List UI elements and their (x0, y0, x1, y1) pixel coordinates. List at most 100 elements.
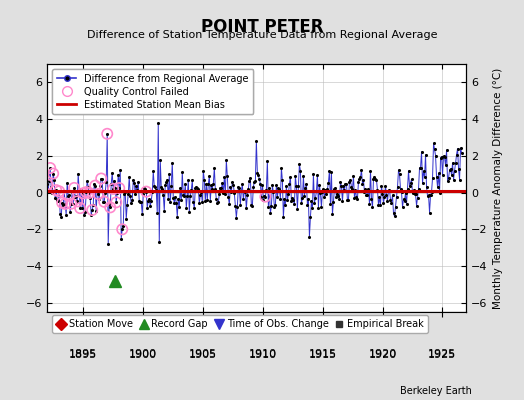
Point (369, 176, 378, 182)
Point (287, 198, 296, 204)
Point (124, 191, 133, 197)
Point (454, 166, 463, 172)
Point (97, 175, 105, 182)
Point (223, 173, 232, 180)
Point (384, 188, 392, 194)
Point (246, 174, 255, 181)
Point (106, 204, 114, 210)
Point (218, 180, 226, 186)
Point (376, 202, 385, 208)
Point (45, 178, 53, 184)
Point (321, 187, 330, 194)
Point (398, 204, 407, 210)
Point (103, 131, 112, 137)
Point (221, 191, 230, 198)
Point (230, 190, 238, 196)
Point (195, 200, 203, 206)
Point (275, 186, 283, 192)
Point (138, 211, 146, 217)
Point (245, 177, 254, 184)
Point (257, 194, 266, 200)
Point (215, 190, 224, 197)
Point (57, 214, 66, 220)
Point (167, 182, 176, 189)
Point (339, 198, 347, 204)
Point (299, 173, 308, 179)
Text: 1925: 1925 (428, 350, 456, 360)
Point (70, 185, 79, 191)
Point (277, 165, 286, 171)
Point (91, 182, 100, 189)
Point (440, 154, 449, 161)
Point (333, 190, 342, 197)
Point (73, 198, 81, 205)
Point (178, 169, 187, 176)
Point (372, 177, 380, 184)
Point (180, 193, 189, 199)
Legend: Difference from Regional Average, Quality Control Failed, Estimated Station Mean: Difference from Regional Average, Qualit… (52, 69, 254, 114)
Point (170, 200, 179, 206)
Point (309, 170, 318, 177)
Point (427, 192, 435, 199)
Point (334, 193, 343, 199)
Point (258, 182, 267, 188)
Point (50, 177, 58, 183)
Point (387, 200, 396, 206)
Point (95, 196, 103, 202)
Point (424, 192, 433, 198)
Point (244, 186, 253, 192)
Point (214, 199, 223, 206)
Point (438, 153, 446, 160)
Point (372, 175, 380, 182)
Point (71, 194, 79, 200)
Point (43, 181, 51, 188)
Point (292, 183, 301, 190)
Point (140, 185, 148, 191)
Point (418, 180, 427, 186)
Text: 1900: 1900 (129, 350, 157, 360)
Point (343, 197, 352, 203)
Point (58, 200, 67, 206)
Point (451, 160, 460, 166)
Point (155, 239, 163, 245)
Point (226, 184, 235, 190)
Point (82, 189, 91, 195)
Point (260, 192, 269, 199)
Point (396, 186, 405, 192)
Point (442, 147, 451, 153)
Point (135, 198, 144, 204)
Point (62, 212, 70, 218)
Point (290, 201, 299, 208)
Point (252, 138, 260, 144)
Point (278, 177, 287, 184)
Point (336, 179, 345, 186)
Point (222, 157, 231, 164)
Point (380, 194, 389, 200)
Point (161, 182, 169, 188)
Point (389, 210, 398, 217)
Point (102, 178, 111, 185)
Point (220, 174, 228, 181)
Point (391, 204, 400, 210)
Point (298, 195, 307, 202)
Point (283, 197, 291, 204)
Point (337, 183, 346, 189)
Point (88, 207, 96, 213)
Point (417, 165, 425, 171)
Point (67, 200, 75, 207)
Point (53, 197, 61, 203)
Point (177, 197, 185, 204)
Point (243, 192, 252, 198)
Point (441, 162, 450, 169)
Point (408, 190, 417, 196)
Point (449, 160, 457, 166)
Point (70, 185, 79, 191)
Point (83, 178, 91, 184)
Point (236, 202, 245, 208)
Point (407, 176, 416, 182)
Point (381, 183, 390, 189)
Point (82, 189, 91, 195)
Point (350, 173, 358, 180)
Point (282, 183, 291, 189)
Point (340, 187, 348, 193)
